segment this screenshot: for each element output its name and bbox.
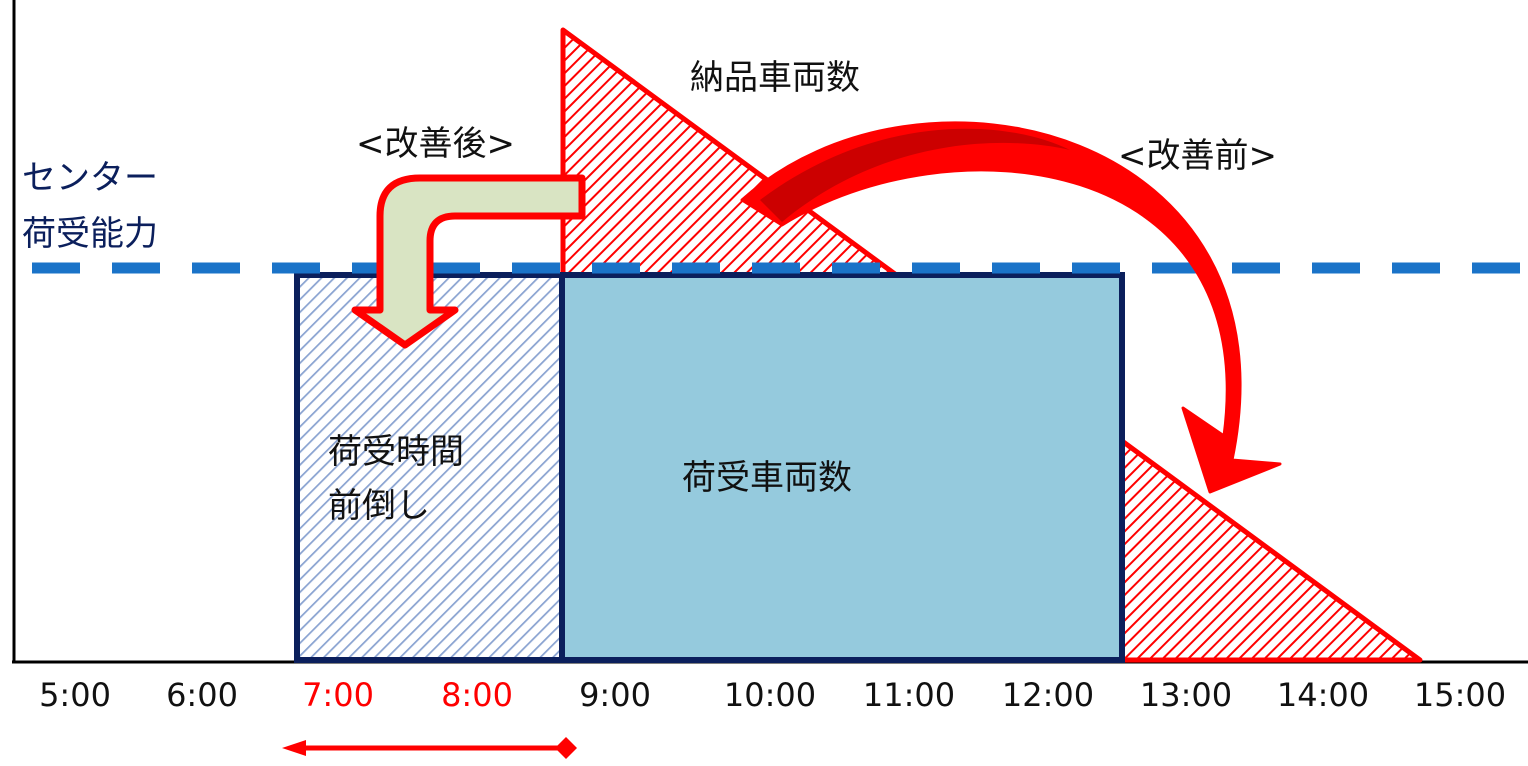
tick-label: 11:00 xyxy=(862,676,956,714)
label-shift-line1: 荷受時間 xyxy=(328,432,464,472)
tick-label: 5:00 xyxy=(39,676,111,714)
tick-label: 13:00 xyxy=(1139,676,1233,714)
label-center-capacity-1: センター xyxy=(22,158,158,198)
bent-green-arrow xyxy=(351,174,586,349)
label-center-capacity-2: 荷受能力 xyxy=(22,214,158,254)
label-shift-line2: 前倒し xyxy=(328,486,430,526)
shifted-receiving-box xyxy=(294,272,565,663)
curved-red-arrow-shade xyxy=(760,128,1070,222)
tick-label: 9:00 xyxy=(579,676,651,714)
label-after-improvement: <改善後> xyxy=(356,124,515,164)
tick-label: 14:00 xyxy=(1276,676,1370,714)
tick-label: 6:00 xyxy=(166,676,238,714)
time-shift-arrow-end xyxy=(555,737,577,759)
receiving-vehicles-box xyxy=(559,272,1125,663)
time-shift-arrow-head xyxy=(282,740,306,756)
tick-label-highlighted: 7:00 xyxy=(302,676,374,714)
tick-label-highlighted: 8:00 xyxy=(441,676,513,714)
tick-label: 15:00 xyxy=(1413,676,1507,714)
label-receiving-vehicles: 荷受車両数 xyxy=(682,458,852,498)
label-before-improvement: <改善前> xyxy=(1118,136,1277,176)
tick-label: 10:00 xyxy=(723,676,817,714)
tick-label: 12:00 xyxy=(1001,676,1095,714)
curved-red-arrow xyxy=(740,121,1282,494)
label-delivery-vehicles: 納品車両数 xyxy=(690,58,860,98)
